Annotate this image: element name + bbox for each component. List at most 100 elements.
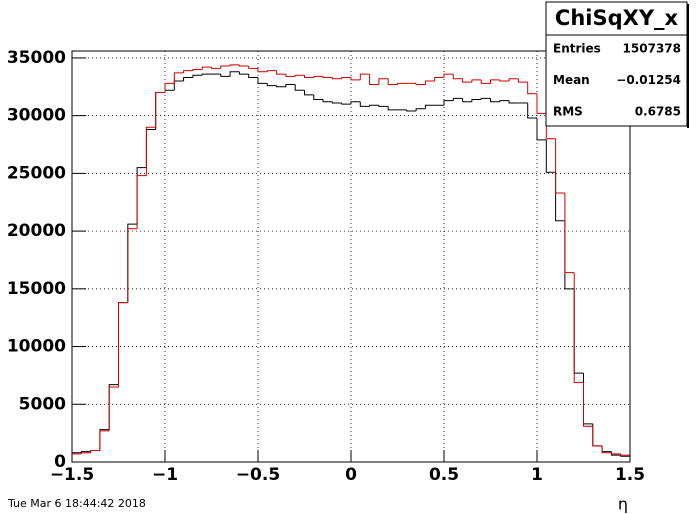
stats-value: −0.01254 [616,73,681,87]
histogram-bin [555,138,565,194]
histogram-bin [536,93,547,114]
histogram-bin [118,302,128,387]
histogram-bin [359,101,370,107]
histogram-bin [313,94,324,100]
histogram-bin [145,126,156,176]
timestamp: Tue Mar 6 18:44:42 2018 [7,497,146,510]
x-tick-label: −1 [152,465,178,485]
histogram-bin [443,100,454,106]
histogram-bin [304,75,314,79]
histogram-bin [406,109,417,112]
histogram-bin [257,77,268,84]
histogram-bin [397,82,407,85]
x-tick-label: 1.5 [615,465,645,485]
histogram-bin [387,78,398,85]
histogram-bin [285,74,296,77]
x-tick-label: 1 [531,465,543,485]
histogram-bin [480,97,491,100]
y-tick-label: 25000 [7,163,66,183]
histogram-bin [248,66,258,69]
histogram-bin [248,74,258,79]
histogram-bin [443,73,454,78]
histogram-bin [201,73,212,76]
stats-box [545,1,688,127]
histogram-bin [238,64,249,67]
histogram-bin [490,79,500,84]
histogram-bin [369,74,379,85]
histogram-bin [313,75,324,78]
histogram-bin [136,175,147,229]
histogram-bin [452,97,463,101]
histogram-bin [294,84,305,91]
stats-title: ChiSqXY_x [555,6,679,30]
histogram-bin [229,71,240,77]
histogram-bin [424,104,435,109]
histogram-bin [508,78,519,82]
histogram-bin [285,83,296,87]
histogram-bin [462,98,472,103]
histogram-bin [322,76,333,79]
histogram-bin [341,77,351,79]
histogram-bin [294,74,305,77]
histogram-bin [127,228,138,303]
histogram-bin [527,82,537,95]
y-tick-label: 10000 [7,337,66,357]
histogram-bin [155,92,165,128]
histogram-bin [183,77,193,82]
histogram-bin [164,82,175,93]
histogram-bin [471,98,482,102]
histogram-bin [499,100,510,102]
plot-frame [71,50,631,463]
histogram-bin [266,70,277,72]
y-tick-label: 20000 [7,221,66,241]
histogram-bin [108,386,119,431]
stats-label: RMS [553,105,583,119]
x-tick-label: 0 [345,465,357,485]
histogram-bin [276,85,286,88]
histogram-bin [331,101,342,104]
histogram-bin [434,77,444,82]
histogram-bin [545,139,556,173]
stats-shadow [687,4,689,128]
histogram-bin [229,64,240,67]
histogram-bin [99,430,110,451]
stats-label: Entries [553,42,601,56]
histogram-bin [536,117,547,141]
histogram-bin [452,74,463,80]
histogram-bin [266,83,277,87]
histogram-bin [564,193,575,274]
histogram-bin [415,83,426,85]
histogram-bin [369,104,379,107]
histogram-bin [322,99,333,103]
histogram-bin [90,449,100,453]
histogram-bin [350,77,361,81]
histogram-bin [276,70,286,75]
histogram-bin [527,102,537,119]
histogram-bin [583,382,593,427]
x-axis-label: η [618,495,628,514]
histogram-bin [462,78,472,83]
y-tick-label: 35000 [7,48,66,68]
histogram-bin [508,100,519,104]
histogram-bin [211,67,221,69]
histogram-bin [192,68,203,71]
histogram-bin [601,445,612,454]
histogram-bin [592,426,603,447]
histogram-bin [573,272,584,383]
histogram-bin [378,105,389,107]
histogram-bin [192,74,203,78]
y-tick-label: 15000 [7,279,66,299]
histogram-bin [378,78,389,85]
histogram-bin [257,68,268,73]
histogram-bin [220,65,231,69]
histogram-bin [238,71,249,75]
histogram-bin [517,78,528,83]
histogram-bin [350,101,361,105]
histogram-bin [220,74,231,77]
y-tick-label: 5000 [19,394,66,414]
stats-value: 0.6785 [635,105,681,119]
histogram-bin [499,79,510,82]
histogram-bin [424,80,435,85]
histogram-bin [387,106,398,111]
